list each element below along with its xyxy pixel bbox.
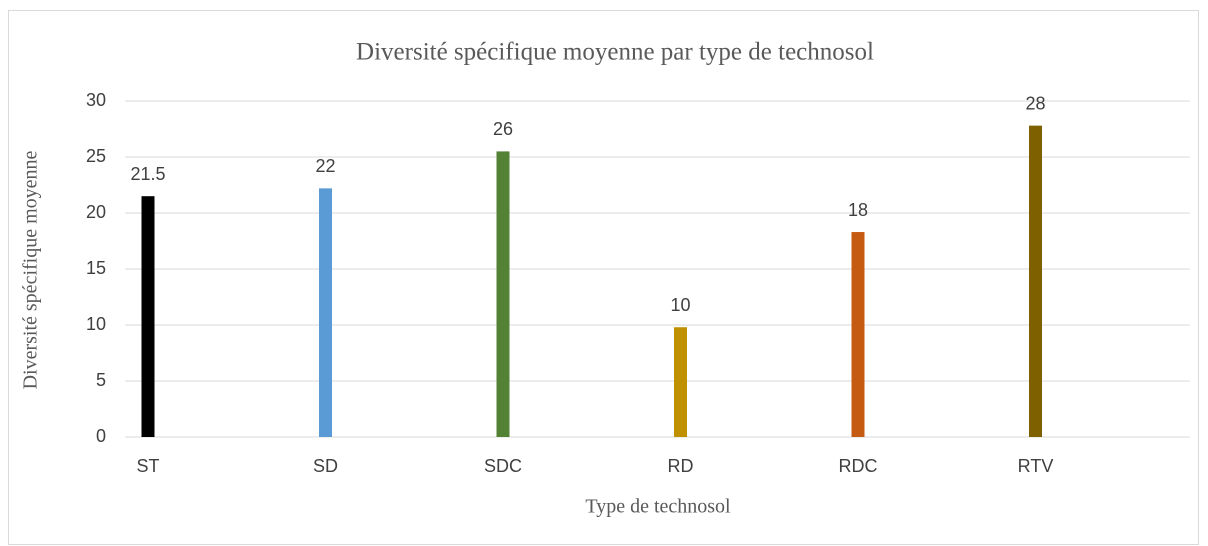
data-label: 22 (315, 156, 335, 176)
y-axis-label: Diversité spécifique moyenne (20, 150, 42, 389)
y-tick-label: 0 (96, 426, 106, 446)
chart-border (8, 10, 1199, 545)
bar (674, 327, 687, 437)
bar (496, 151, 510, 437)
y-tick-label: 25 (86, 146, 106, 166)
x-axis-label: Type de technosol (585, 496, 731, 518)
y-tick-label: 20 (86, 202, 106, 222)
bar (319, 188, 332, 437)
y-tick-label: 15 (86, 258, 106, 278)
x-tick-label: ST (136, 456, 159, 476)
y-tick-label: 10 (86, 314, 106, 334)
bar (141, 196, 155, 437)
x-tick-label: RDC (839, 456, 878, 476)
data-label: 18 (848, 200, 868, 220)
chart-title: Diversité spécifique moyenne par type de… (356, 39, 874, 66)
x-tick-label: RTV (1018, 456, 1054, 476)
data-label: 21.5 (130, 164, 165, 184)
y-tick-label: 5 (96, 370, 106, 390)
data-label: 28 (1025, 93, 1045, 113)
x-tick-label: SDC (484, 456, 522, 476)
data-label: 26 (493, 119, 513, 139)
y-tick-label: 30 (86, 90, 106, 110)
x-tick-label: SD (313, 456, 338, 476)
bar (1029, 125, 1042, 437)
data-label: 10 (670, 295, 690, 315)
x-tick-label: RD (668, 456, 694, 476)
bar (851, 232, 865, 437)
